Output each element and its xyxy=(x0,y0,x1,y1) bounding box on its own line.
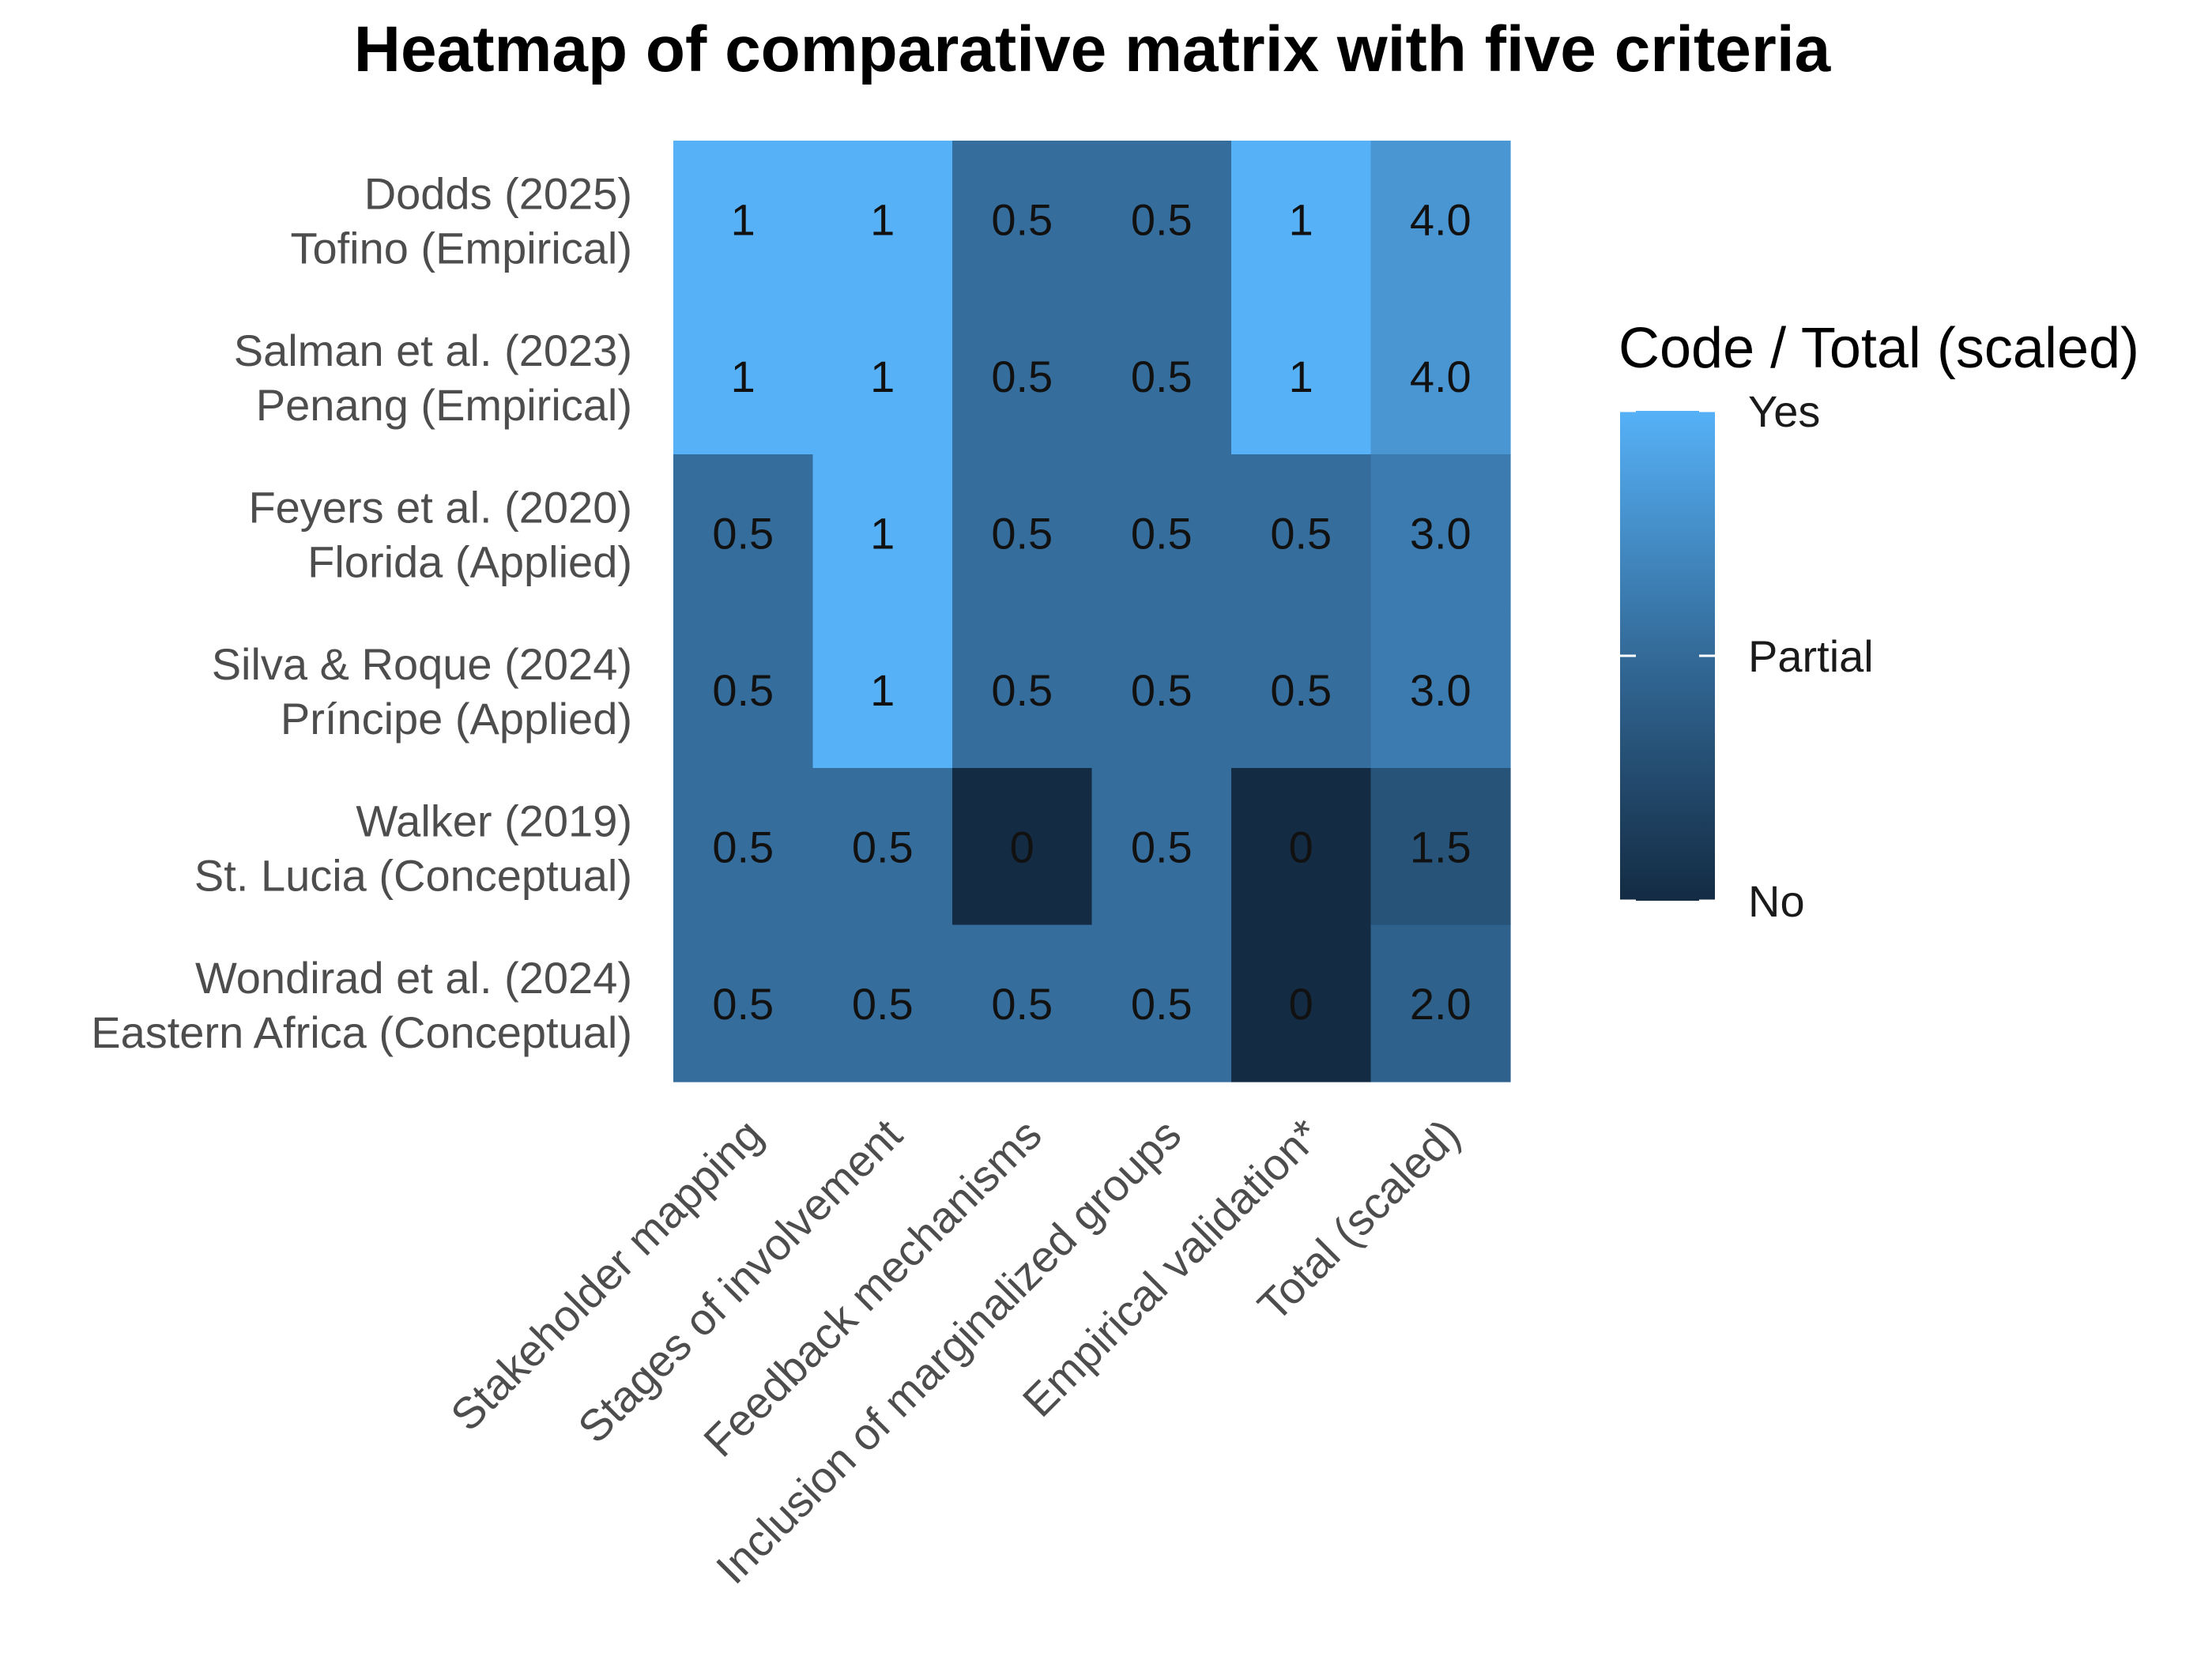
heatmap-cell xyxy=(812,454,953,612)
heatmap-cell xyxy=(1231,141,1372,299)
heatmap-cell xyxy=(1091,297,1232,455)
legend: Code / Total (scaled) Yes Partial No xyxy=(1618,317,2139,926)
heatmap-cell xyxy=(952,611,1093,769)
heatmap-cell xyxy=(673,768,814,926)
row-label: Walker (2019) St. Lucia (Conceptual) xyxy=(194,796,632,900)
cell-value-label: 0.5 xyxy=(1131,352,1193,401)
cell-value-label: 0.5 xyxy=(991,665,1053,715)
row-label: Salman et al. (2023) Penang (Empirical) xyxy=(234,326,632,430)
cell-value-label: 2.0 xyxy=(1410,979,1472,1029)
cell-value-label: 1 xyxy=(731,194,756,244)
heatmap-cell xyxy=(1370,611,1511,769)
heatmap-cell xyxy=(952,454,1093,612)
cell-value-label: 0.5 xyxy=(712,822,774,871)
cell-value-label: 0.5 xyxy=(1131,508,1193,558)
heatmap-cell xyxy=(1231,611,1372,769)
heatmap-cell xyxy=(812,297,953,455)
heatmap-cell xyxy=(1091,454,1232,612)
legend-label: Yes xyxy=(1748,386,1820,436)
heatmap-cell xyxy=(1091,768,1232,926)
row-label: Silva & Roque (2024) Príncipe (Applied) xyxy=(212,639,632,744)
cell-value-label: 0.5 xyxy=(1131,979,1193,1029)
cell-value-label: 0.5 xyxy=(1270,508,1332,558)
cell-value-label: 0.5 xyxy=(1270,665,1332,715)
legend-title: Code / Total (scaled) xyxy=(1618,317,2139,380)
heatmap-cell xyxy=(1091,611,1232,769)
cell-value-label: 3.0 xyxy=(1410,665,1472,715)
heatmap-cell xyxy=(1231,768,1372,926)
heatmap-cell xyxy=(1370,297,1511,455)
heatmap-cell xyxy=(673,611,814,769)
legend-ticks: Yes Partial No xyxy=(1620,386,1874,926)
cell-value-label: 0.5 xyxy=(712,665,774,715)
cell-value-label: 1 xyxy=(1289,352,1313,401)
heatmap-cell xyxy=(673,297,814,455)
cell-value-label: 0.5 xyxy=(1131,665,1193,715)
cell-value-label: 0.5 xyxy=(991,194,1053,244)
cell-value-label: 0.5 xyxy=(852,979,914,1029)
cell-value-label: 1 xyxy=(870,508,895,558)
cell-value-label: 1 xyxy=(731,352,756,401)
heatmap-cell xyxy=(1231,454,1372,612)
legend-label: No xyxy=(1748,876,1805,926)
heatmap-cells xyxy=(673,141,1511,1082)
cell-value-label: 0 xyxy=(1289,979,1313,1029)
cell-value-label: 0.5 xyxy=(712,508,774,558)
cell-value-label: 4.0 xyxy=(1410,194,1472,244)
heatmap-cell xyxy=(812,141,953,299)
row-labels: Dodds (2025) Tofino (Empirical) Salman et … xyxy=(91,168,632,1057)
heatmap-cell xyxy=(952,297,1093,455)
heatmap-cell xyxy=(812,611,953,769)
heatmap-cell xyxy=(673,141,814,299)
row-label: Dodds (2025) Tofino (Empirical) xyxy=(290,168,632,273)
cell-value-label: 0 xyxy=(1289,822,1313,871)
heatmap-cell xyxy=(952,768,1093,926)
heatmap-cell xyxy=(952,924,1093,1082)
heatmap-cell xyxy=(1091,141,1232,299)
cell-value-label: 0.5 xyxy=(1131,194,1193,244)
heatmap-cell xyxy=(1091,924,1232,1082)
cell-value-label: 1 xyxy=(1289,194,1313,244)
cell-value-label: 0.5 xyxy=(1131,822,1193,871)
heatmap-cell-labels: 1 1 0.5 0.5 1 4.0 1 1 0.5 0.5 1 4.0 0.5 1 0.5 0.5 0.5 3.0… xyxy=(712,194,1471,1029)
row-label: Feyers et al. (2020) Florida (Applied) xyxy=(248,482,632,586)
heatmap-cell xyxy=(1370,924,1511,1082)
cell-value-label: 1 xyxy=(870,665,895,715)
heatmap-cell xyxy=(1370,454,1511,612)
heatmap-cell xyxy=(1231,297,1372,455)
cell-value-label: 0 xyxy=(1010,822,1034,871)
legend-label: Partial xyxy=(1748,631,1874,681)
cell-value-label: 1.5 xyxy=(1410,822,1472,871)
cell-value-label: 4.0 xyxy=(1410,352,1472,401)
heatmap-cell xyxy=(673,454,814,612)
cell-value-label: 0.5 xyxy=(852,822,914,871)
heatmap-cell xyxy=(1370,141,1511,299)
heatmap-cell xyxy=(1370,768,1511,926)
cell-value-label: 3.0 xyxy=(1410,508,1472,558)
heatmap-cell xyxy=(673,924,814,1082)
cell-value-label: 0.5 xyxy=(991,352,1053,401)
chart-title: Heatmap of comparative matrix with five … xyxy=(354,13,1832,85)
row-label: Wondirad et al. (2024) Eastern Africa (Co… xyxy=(91,953,632,1057)
cell-value-label: 1 xyxy=(870,194,895,244)
cell-value-label: 0.5 xyxy=(991,508,1053,558)
cell-value-label: 0.5 xyxy=(991,979,1053,1029)
heatmap-cell xyxy=(1231,924,1372,1082)
heatmap-cell xyxy=(952,141,1093,299)
cell-value-label: 0.5 xyxy=(712,979,774,1029)
heatmap-cell xyxy=(812,768,953,926)
heatmap-cell xyxy=(812,924,953,1082)
cell-value-label: 1 xyxy=(870,352,895,401)
